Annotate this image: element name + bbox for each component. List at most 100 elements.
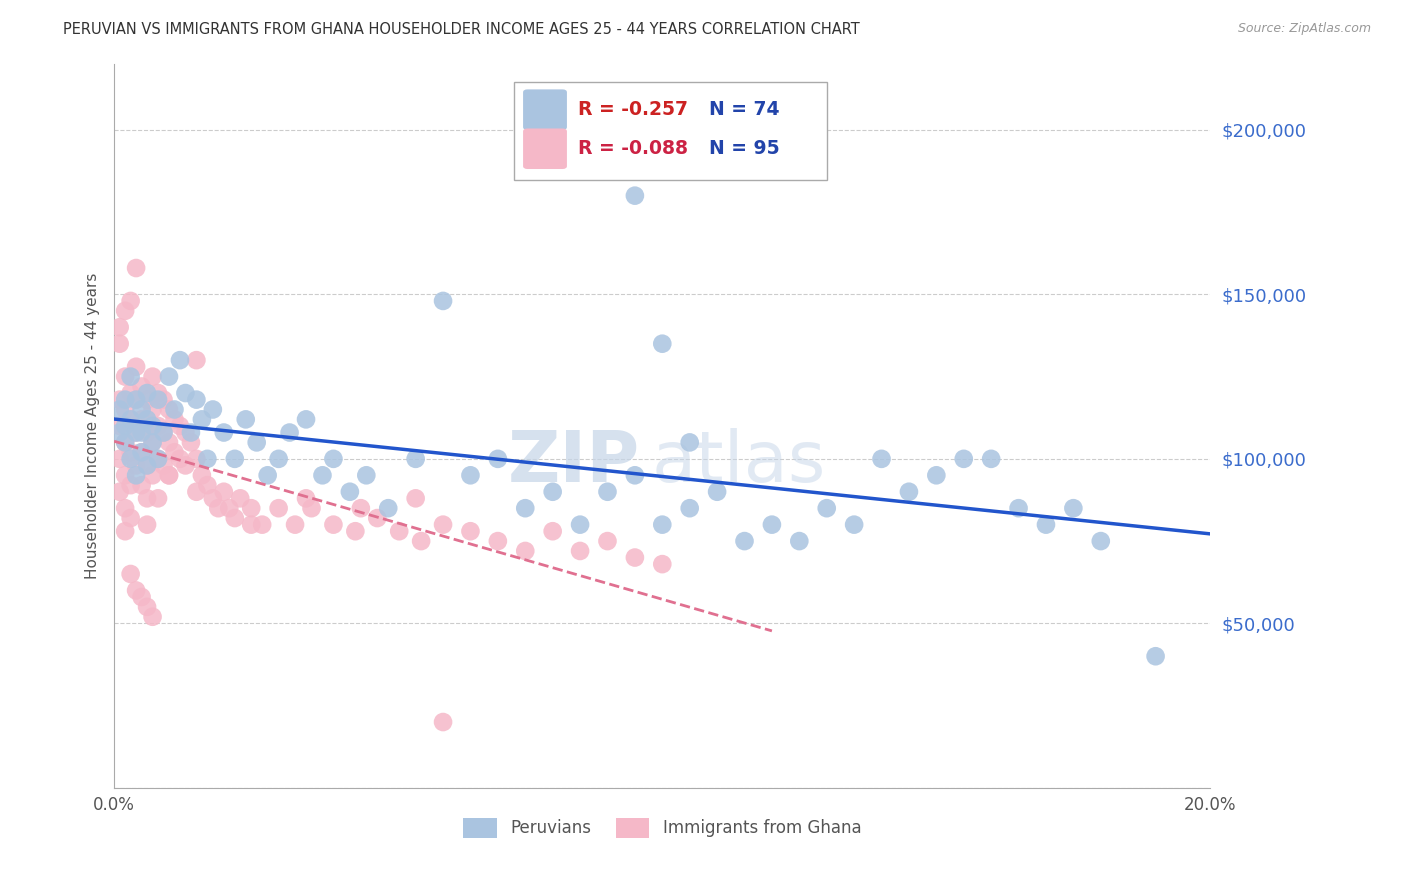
Point <box>256 468 278 483</box>
Point <box>142 435 165 450</box>
Point <box>925 468 948 483</box>
Point <box>114 402 136 417</box>
Point <box>120 478 142 492</box>
Point <box>108 419 131 434</box>
Point <box>624 188 647 202</box>
Point <box>174 386 197 401</box>
Point <box>146 419 169 434</box>
Point <box>114 435 136 450</box>
Point <box>596 484 619 499</box>
Point <box>125 583 148 598</box>
Point <box>207 501 229 516</box>
Point <box>120 293 142 308</box>
Point <box>952 451 974 466</box>
Point <box>136 599 159 614</box>
Point <box>460 524 482 539</box>
Point <box>157 468 180 483</box>
Point <box>114 303 136 318</box>
Point <box>152 425 174 440</box>
Text: N = 74: N = 74 <box>710 100 780 120</box>
Point <box>706 484 728 499</box>
Point <box>191 412 214 426</box>
Point <box>108 425 131 440</box>
Point <box>596 534 619 549</box>
Point <box>146 451 169 466</box>
Point <box>212 484 235 499</box>
Point <box>295 412 318 426</box>
Point <box>246 435 269 450</box>
Point <box>152 458 174 473</box>
Point <box>125 260 148 275</box>
Point <box>120 566 142 581</box>
Point <box>142 369 165 384</box>
Point <box>125 468 148 483</box>
FancyBboxPatch shape <box>515 82 827 180</box>
Point <box>136 517 159 532</box>
Point <box>120 451 142 466</box>
Text: ZIP: ZIP <box>508 427 640 497</box>
Point <box>108 484 131 499</box>
Point <box>114 501 136 516</box>
Point <box>114 419 136 434</box>
Point <box>301 501 323 516</box>
Point <box>311 468 333 483</box>
Point <box>195 451 218 466</box>
Point <box>229 491 252 506</box>
FancyBboxPatch shape <box>523 128 567 169</box>
Point <box>142 468 165 483</box>
Point <box>186 392 208 407</box>
Point <box>108 336 131 351</box>
Point <box>411 534 433 549</box>
Point <box>136 425 159 440</box>
Text: Source: ZipAtlas.com: Source: ZipAtlas.com <box>1237 22 1371 36</box>
Point <box>131 445 153 459</box>
Point <box>356 468 378 483</box>
Point <box>108 451 131 466</box>
Point <box>157 402 180 417</box>
Point <box>125 425 148 440</box>
Point <box>651 517 673 532</box>
Point <box>120 445 142 459</box>
Point <box>163 412 186 426</box>
Text: R = -0.257: R = -0.257 <box>578 100 688 120</box>
Point <box>142 402 165 417</box>
Point <box>651 336 673 351</box>
Point <box>120 369 142 384</box>
Point <box>142 609 165 624</box>
Point <box>114 468 136 483</box>
Point <box>142 435 165 450</box>
Point <box>201 491 224 506</box>
Point <box>569 544 592 558</box>
Text: PERUVIAN VS IMMIGRANTS FROM GHANA HOUSEHOLDER INCOME AGES 25 - 44 YEARS CORRELAT: PERUVIAN VS IMMIGRANTS FROM GHANA HOUSEH… <box>63 22 860 37</box>
Point <box>131 379 153 393</box>
Point <box>125 392 148 407</box>
Point <box>405 451 427 466</box>
Point <box>186 451 208 466</box>
Point <box>240 501 263 516</box>
Point <box>734 534 756 549</box>
Point <box>146 386 169 401</box>
Point <box>240 517 263 532</box>
Point <box>136 458 159 473</box>
Point <box>432 714 454 729</box>
Point <box>679 435 702 450</box>
Point <box>157 369 180 384</box>
Point <box>432 293 454 308</box>
Point <box>515 501 537 516</box>
Point <box>224 451 246 466</box>
Point <box>267 501 290 516</box>
Point <box>152 392 174 407</box>
Point <box>174 425 197 440</box>
Text: N = 95: N = 95 <box>710 139 780 158</box>
Text: atlas: atlas <box>651 427 825 497</box>
Point <box>131 590 153 604</box>
Point <box>218 501 240 516</box>
Point <box>163 402 186 417</box>
Point <box>146 392 169 407</box>
Point <box>344 524 367 539</box>
Point <box>339 484 361 499</box>
Point <box>1062 501 1084 516</box>
Point <box>842 517 865 532</box>
Point <box>120 412 142 426</box>
Point <box>460 468 482 483</box>
